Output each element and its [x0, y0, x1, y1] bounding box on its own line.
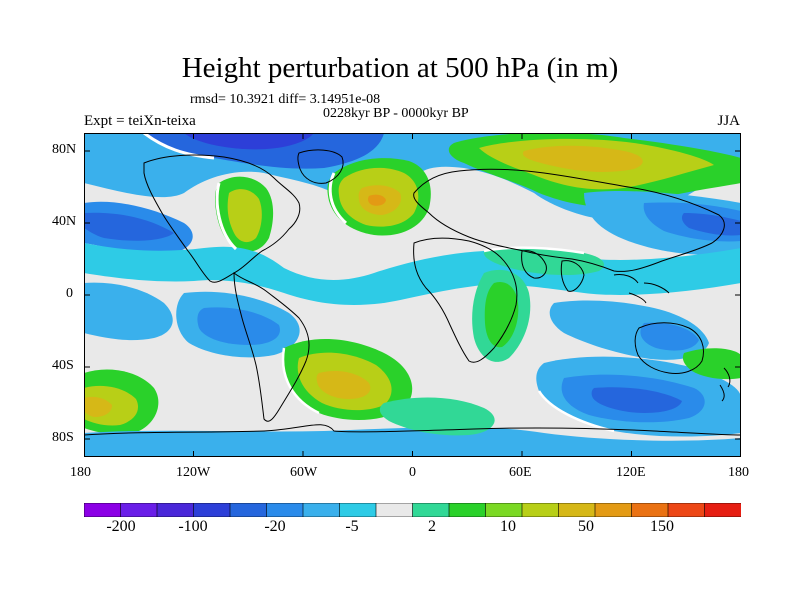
- rmsd-diff-stats: rmsd= 10.3921 diff= 3.14951e-08: [190, 92, 381, 107]
- colorbar-swatch: [156, 503, 195, 517]
- colorbar-swatch: [704, 503, 741, 517]
- colorbar-swatch: [339, 503, 377, 517]
- lon-label-120e: 120E: [616, 465, 646, 480]
- colorbar-swatch: [302, 503, 341, 517]
- lat-label-40n: 40N: [52, 214, 77, 229]
- colorbar-label-minus-20: -20: [264, 518, 286, 535]
- colorbar-label-minus-200: -200: [106, 518, 136, 535]
- colorbar-swatch: [412, 503, 450, 517]
- coastlines: [84, 149, 741, 436]
- colorbar-swatch: [485, 503, 523, 517]
- lon-label-180w: 180: [70, 465, 91, 480]
- season-label: JJA: [717, 113, 740, 129]
- colorbar-swatch: [594, 503, 633, 517]
- lat-label-80s: 80S: [52, 430, 74, 445]
- colorbar-swatch: [229, 503, 268, 517]
- lon-label-120w: 120W: [176, 465, 211, 480]
- map-ticks: [84, 133, 741, 457]
- plot-title: Height perturbation at 500 hPa (in m): [181, 52, 619, 84]
- colorbar-label-minus-100: -100: [178, 518, 208, 535]
- lon-label-60e: 60E: [509, 465, 532, 480]
- lat-label-40s: 40S: [52, 358, 74, 373]
- colorbar-swatch: [266, 503, 304, 517]
- colorbar-label-minus-5: -5: [345, 518, 359, 535]
- lon-label-180e: 180: [728, 465, 749, 480]
- field-shading: [84, 133, 741, 457]
- colorbar-swatch: [193, 503, 231, 517]
- colorbar-swatch: [84, 503, 122, 517]
- lat-label-0: 0: [66, 286, 73, 301]
- colorbar-label-2: 2: [428, 518, 436, 535]
- colorbar-swatch: [375, 503, 414, 517]
- experiment-label: Expt = teiXn-teixa: [84, 113, 196, 129]
- colorbar-swatch: [120, 503, 158, 517]
- colorbar: [84, 503, 741, 517]
- height-perturbation-map: [84, 133, 741, 457]
- colorbar-label-10: 10: [500, 518, 516, 535]
- colorbar-swatch: [631, 503, 669, 517]
- time-period-label: 0228kyr BP - 0000kyr BP: [323, 106, 469, 121]
- colorbar-label-50: 50: [578, 518, 594, 535]
- lat-label-80n: 80N: [52, 142, 77, 157]
- colorbar-swatch: [667, 503, 706, 517]
- lon-label-60w: 60W: [290, 465, 318, 480]
- colorbar-swatch: [558, 503, 596, 517]
- colorbar-swatch: [448, 503, 487, 517]
- colorbar-label-150: 150: [650, 518, 674, 535]
- colorbar-swatch: [521, 503, 560, 517]
- lon-label-0: 0: [409, 465, 416, 480]
